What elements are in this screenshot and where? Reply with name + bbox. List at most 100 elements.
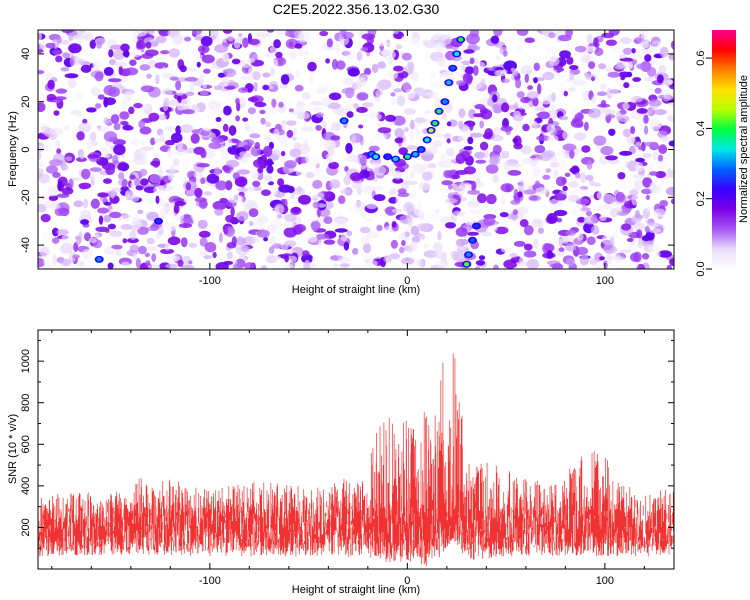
heatmap-cell — [237, 187, 249, 193]
heatmap-cell — [283, 214, 291, 220]
heatmap-cell — [566, 56, 574, 65]
heatmap-cell — [52, 227, 59, 237]
heatmap-cell — [263, 173, 272, 184]
heatmap-cell — [549, 156, 558, 162]
feature-point — [454, 51, 460, 57]
heatmap-cell — [47, 186, 58, 197]
heatmap-cell — [160, 50, 170, 55]
feature-point — [450, 66, 456, 71]
heatmap-cell — [215, 262, 229, 269]
heatmap-cell — [411, 236, 421, 243]
heatmap-cell — [407, 61, 415, 71]
snr-panel: -100 0 100 200 400 600 800 1000 Height of stra… — [7, 329, 675, 596]
heatmap-cell — [38, 151, 42, 160]
heatmap-cell — [178, 77, 188, 83]
heatmap-cell — [589, 170, 596, 177]
heatmap-cell — [542, 71, 555, 81]
heatmap-cell — [494, 226, 509, 235]
heatmap-cell — [199, 73, 205, 84]
heatmap-cell — [103, 66, 114, 76]
heatmap-cell — [615, 207, 623, 213]
heatmap-cell — [614, 64, 627, 70]
heatmap-cell — [254, 142, 260, 150]
heatmap-cell — [304, 153, 309, 163]
heatmap-cell — [236, 236, 246, 246]
heatmap-cell — [239, 151, 250, 158]
heatmap-cell — [168, 48, 180, 58]
heatmap-cell — [256, 229, 270, 238]
heatmap-cell — [344, 104, 355, 111]
heatmap-cell — [518, 179, 530, 190]
heatmap-cell — [52, 172, 61, 178]
heatmap-cell — [249, 167, 260, 179]
heatmap-cell — [583, 45, 597, 52]
heatmap-cell — [474, 151, 485, 159]
heatmap-cell — [376, 122, 382, 129]
heatmap-cell — [139, 64, 151, 71]
heatmap-cell — [122, 238, 128, 244]
heatmap-cell — [480, 109, 493, 120]
heatmap-cell — [289, 148, 302, 158]
heatmap-cell — [585, 174, 594, 181]
heatmap-cell — [54, 96, 67, 101]
heatmap-cell — [432, 140, 443, 148]
heatmap-cell — [93, 60, 105, 68]
heatmap-cell — [248, 66, 253, 76]
heatmap-cell — [88, 237, 97, 244]
heatmap-cell — [391, 221, 397, 228]
heatmap-cell — [424, 40, 439, 49]
heatmap-cell — [252, 180, 261, 188]
heatmap-cell — [366, 231, 380, 239]
heatmap-cell — [38, 70, 45, 75]
heatmap-cell — [573, 80, 587, 86]
heatmap-cell — [133, 30, 147, 37]
heatmap-cell — [349, 172, 363, 182]
heatmap-cell — [479, 141, 489, 151]
heatmap-cell — [340, 189, 351, 195]
heatmap-cell — [129, 52, 141, 58]
heatmap-cell — [401, 257, 415, 265]
heatmap-cell — [301, 92, 311, 100]
heatmap-cell — [119, 111, 130, 120]
heatmap-cell — [284, 240, 297, 248]
heatmap-cell — [103, 96, 109, 108]
heatmap-cell — [368, 145, 380, 152]
heatmap-cell — [244, 262, 255, 269]
feature-point — [428, 128, 434, 133]
y-tick-label: 20 — [20, 96, 32, 108]
heatmap-cell — [632, 222, 646, 232]
heatmap-cell — [471, 80, 482, 90]
heatmap-cell — [630, 97, 636, 103]
heatmap-cell — [286, 129, 294, 138]
heatmap-cell — [254, 101, 267, 108]
heatmap-cell — [98, 215, 104, 225]
heatmap-cell — [448, 184, 453, 190]
heatmap-cell — [608, 128, 616, 136]
heatmap-cell — [615, 191, 625, 203]
heatmap-cell — [404, 127, 409, 133]
heatmap-cell — [552, 262, 563, 269]
heatmap-cell — [649, 182, 657, 193]
heatmap-cell — [168, 99, 180, 107]
heatmap-cell — [395, 195, 402, 206]
heatmap-cell — [549, 198, 563, 208]
heatmap-cell — [327, 145, 335, 156]
heatmap-cell — [223, 105, 232, 116]
heatmap-cell — [266, 165, 274, 174]
heatmap-cell — [76, 131, 85, 141]
heatmap-cell — [548, 56, 560, 67]
y-tick-label: -20 — [20, 189, 32, 205]
heatmap-cell — [232, 263, 239, 269]
heatmap-cell — [185, 182, 192, 191]
heatmap-cell — [184, 76, 198, 82]
heatmap-cell — [532, 97, 539, 107]
heatmap-cell — [78, 59, 85, 64]
heatmap-cell — [570, 165, 580, 175]
heatmap-cell — [45, 42, 56, 49]
heatmap-cell — [519, 219, 529, 228]
heatmap-cell — [103, 214, 112, 223]
heatmap-panel: -100 0 100 -40 -20 0 20 40 Height of straight … — [7, 29, 675, 296]
heatmap-cell — [261, 189, 271, 196]
heatmap-cell — [480, 78, 486, 89]
heatmap-cell — [40, 195, 48, 200]
